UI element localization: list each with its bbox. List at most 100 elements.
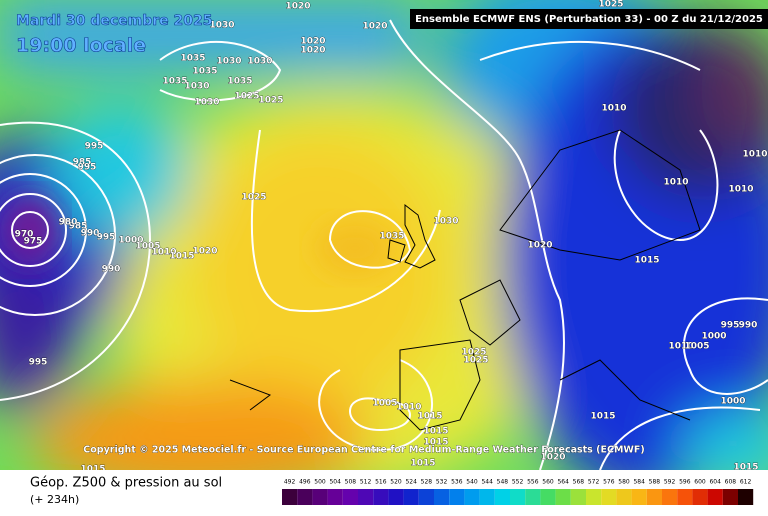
isobar-label: 990 xyxy=(739,321,758,331)
scale-label: 568 xyxy=(573,479,585,486)
scale-label: 560 xyxy=(542,479,554,486)
scale-label: 548 xyxy=(497,479,509,486)
isobar-label: 1025 xyxy=(258,96,283,106)
isobar-label: 1030 xyxy=(247,57,272,67)
isobar-label: 1005 xyxy=(372,399,397,409)
isobar-label: 1025 xyxy=(461,348,486,358)
isobar-label: 1035 xyxy=(227,77,252,87)
isobar-label: 1030 xyxy=(433,217,458,227)
isobar-label: 1015 xyxy=(417,412,442,422)
isobars xyxy=(0,19,768,471)
isobar-label: 995 xyxy=(29,358,48,368)
scale-label: 576 xyxy=(603,479,615,486)
isobar-label: 1015 xyxy=(590,412,615,422)
scale-label: 540 xyxy=(466,479,478,486)
scale-swatch xyxy=(312,489,328,505)
footer-title: Géop. Z500 & pression au sol xyxy=(30,476,222,491)
isobar-label: 1010 xyxy=(728,185,753,195)
isobar-label: 1015 xyxy=(423,427,448,437)
isobar-label: 1020 xyxy=(300,46,325,56)
scale-swatch xyxy=(373,489,389,505)
isobar-label: 1035 xyxy=(379,232,404,242)
isobar-label: 990 xyxy=(81,229,100,239)
scale-swatch xyxy=(662,489,678,505)
isobar-label: 995 xyxy=(78,163,97,173)
scale-swatch xyxy=(464,489,480,505)
isobar-label: 1015 xyxy=(423,438,448,448)
scale-label: 520 xyxy=(390,479,402,486)
scale-label: 588 xyxy=(649,479,661,486)
scale-label: 500 xyxy=(314,479,326,486)
scale-label: 564 xyxy=(557,479,569,486)
isobar-label: 1000 xyxy=(701,332,726,342)
scale-swatch xyxy=(434,489,450,505)
scale-swatch xyxy=(707,489,723,505)
copyright: Copyright © 2025 Meteociel.fr - Source E… xyxy=(83,445,644,456)
scale-swatch xyxy=(525,489,541,505)
isobar-label: 1010 xyxy=(668,342,693,352)
scale-label: 492 xyxy=(284,479,296,486)
isobar-label: 1015 xyxy=(634,256,659,266)
scale-label: 572 xyxy=(588,479,600,486)
scale-label: 584 xyxy=(633,479,645,486)
isobar-label: 1010 xyxy=(396,403,421,413)
scale-swatch xyxy=(494,489,510,505)
isobar-label: 1010 xyxy=(663,178,688,188)
scale-label: 556 xyxy=(527,479,539,486)
isobar-label: 1010 xyxy=(151,248,176,258)
isobar-label: 1020 xyxy=(527,241,552,251)
isobar-label: 1035 xyxy=(180,54,205,64)
isobar-label: 1000 xyxy=(118,236,143,246)
isobar-label: 970 xyxy=(15,230,34,240)
scale-swatch xyxy=(601,489,617,505)
header-box xyxy=(410,9,768,29)
isobar-label: 1030 xyxy=(184,82,209,92)
scale-swatch xyxy=(358,489,374,505)
scale-swatch xyxy=(692,489,708,505)
scale-swatch xyxy=(449,489,465,505)
isobar-label: 1025 xyxy=(463,356,488,366)
isobar-label: 1005 xyxy=(135,242,160,252)
scale-swatch xyxy=(570,489,586,505)
scale-swatch xyxy=(510,489,526,505)
footer-lead: (+ 234h) xyxy=(30,493,79,506)
isobar-label: 985 xyxy=(69,222,88,232)
isobar-label: 1015 xyxy=(410,459,435,469)
isobar-label: 1010 xyxy=(742,150,767,160)
isobar-label: 975 xyxy=(24,237,43,247)
coastlines xyxy=(229,129,701,431)
scale-swatch xyxy=(722,489,738,505)
isobar-label: 1015 xyxy=(733,463,758,473)
scale-swatch xyxy=(282,489,298,505)
color-scale: 492 496 500 504 508 512 516 520 524 528 532 536 540 5… xyxy=(282,479,754,505)
isobar-label: 1025 xyxy=(598,0,623,10)
scale-label: 600 xyxy=(694,479,706,486)
isobar-label: 1005 xyxy=(684,342,709,352)
field xyxy=(0,0,768,500)
scale-label: 544 xyxy=(481,479,493,486)
scale-swatch xyxy=(418,489,434,505)
isobar-label: 980 xyxy=(59,218,78,228)
isobar-label: 995 xyxy=(97,233,116,243)
isobar-label: 1015 xyxy=(169,252,194,262)
isobar-label: 995 xyxy=(721,321,740,331)
isobar-label: 1020 xyxy=(362,22,387,32)
date: Mardi 30 decembre 2025 xyxy=(16,13,213,29)
scale-swatch xyxy=(631,489,647,505)
isobar-label: 1000 xyxy=(720,397,745,407)
isobar-label: 1025 xyxy=(241,193,266,203)
scale-label: 504 xyxy=(329,479,341,486)
scale-swatch xyxy=(646,489,662,505)
scale-swatch xyxy=(677,489,693,505)
scale-label: 508 xyxy=(345,479,357,486)
scale-label: 532 xyxy=(436,479,448,486)
scale-label: 604 xyxy=(709,479,721,486)
scale-swatch xyxy=(540,489,556,505)
scale-label: 516 xyxy=(375,479,387,486)
scale-label: 524 xyxy=(405,479,417,486)
isobar-label: 1020 xyxy=(300,37,325,47)
isobar-label: 1030 xyxy=(194,98,219,108)
scale-label: 608 xyxy=(725,479,737,486)
run-info: Ensemble ECMWF ENS (Perturbation 33) - 0… xyxy=(415,14,763,25)
